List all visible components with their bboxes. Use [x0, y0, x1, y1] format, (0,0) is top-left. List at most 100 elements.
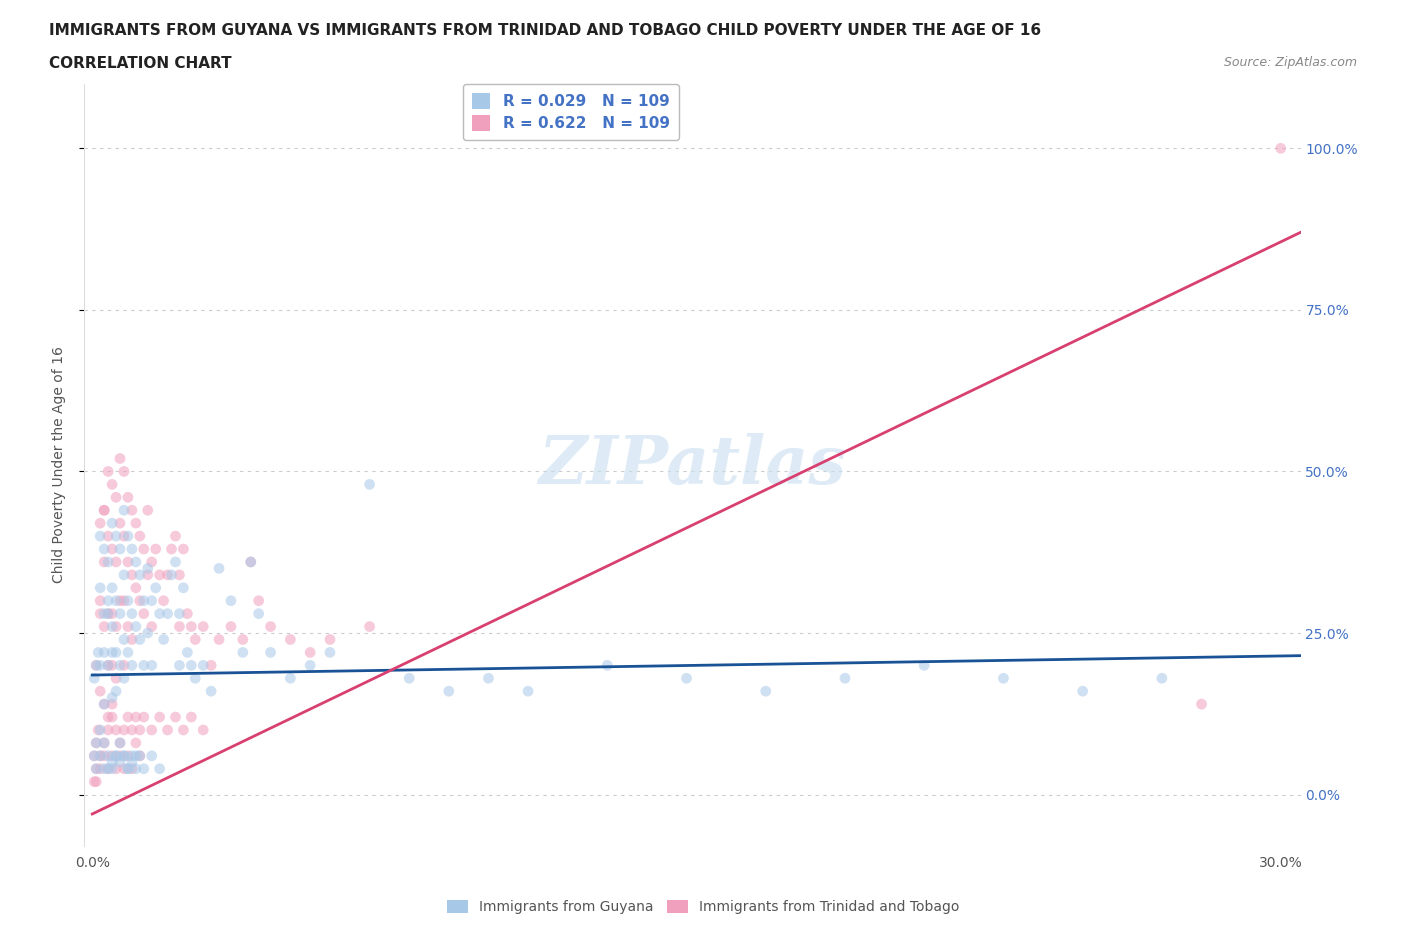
Point	[359, 477, 381, 492]
Point	[112, 593, 135, 608]
Point	[149, 567, 172, 582]
Point	[128, 593, 150, 608]
Point	[83, 775, 105, 790]
Point	[112, 632, 135, 647]
Point	[200, 684, 222, 698]
Point	[125, 516, 148, 531]
Point	[136, 567, 159, 582]
Point	[117, 593, 139, 608]
Point	[108, 593, 131, 608]
Point	[89, 580, 111, 595]
Point	[105, 671, 128, 685]
Point	[97, 762, 120, 777]
Point	[105, 762, 128, 777]
Point	[121, 755, 143, 770]
Point	[149, 606, 172, 621]
Point	[101, 477, 124, 492]
Point	[121, 632, 143, 647]
Point	[112, 464, 135, 479]
Point	[128, 632, 150, 647]
Point	[141, 658, 163, 672]
Point	[1071, 684, 1094, 698]
Point	[112, 749, 135, 764]
Point	[112, 658, 135, 672]
Point	[125, 619, 148, 634]
Point	[160, 567, 183, 582]
Point	[89, 593, 111, 608]
Point	[121, 723, 143, 737]
Legend: Immigrants from Guyana, Immigrants from Trinidad and Tobago: Immigrants from Guyana, Immigrants from …	[443, 897, 963, 919]
Point	[193, 619, 215, 634]
Point	[112, 762, 135, 777]
Point	[89, 516, 111, 531]
Y-axis label: Child Poverty Under the Age of 16: Child Poverty Under the Age of 16	[52, 347, 66, 583]
Point	[125, 710, 148, 724]
Point	[125, 749, 148, 764]
Point	[141, 749, 163, 764]
Point	[156, 723, 179, 737]
Point	[359, 619, 381, 634]
Point	[101, 516, 124, 531]
Point	[834, 671, 856, 685]
Point	[180, 619, 202, 634]
Point	[117, 490, 139, 505]
Point	[105, 684, 128, 698]
Point	[112, 567, 135, 582]
Point	[141, 593, 163, 608]
Point	[180, 658, 202, 672]
Point	[1150, 671, 1173, 685]
Point	[108, 736, 131, 751]
Point	[169, 606, 191, 621]
Point	[89, 749, 111, 764]
Point	[125, 736, 148, 751]
Point	[84, 775, 107, 790]
Point	[101, 697, 124, 711]
Point	[93, 736, 115, 751]
Point	[93, 503, 115, 518]
Point	[93, 697, 115, 711]
Point	[112, 503, 135, 518]
Point	[121, 658, 143, 672]
Point	[675, 671, 697, 685]
Point	[180, 710, 202, 724]
Point	[176, 645, 198, 660]
Point	[97, 606, 120, 621]
Point	[247, 606, 270, 621]
Point	[125, 554, 148, 569]
Point	[93, 541, 115, 556]
Point	[136, 561, 159, 576]
Point	[247, 593, 270, 608]
Point	[149, 762, 172, 777]
Text: ZIPatlas: ZIPatlas	[538, 432, 846, 498]
Point	[97, 710, 120, 724]
Point	[121, 762, 143, 777]
Point	[208, 561, 231, 576]
Point	[105, 593, 128, 608]
Point	[169, 567, 191, 582]
Point	[156, 567, 179, 582]
Legend: R = 0.029   N = 109, R = 0.622   N = 109: R = 0.029 N = 109, R = 0.622 N = 109	[463, 84, 679, 140]
Point	[121, 749, 143, 764]
Point	[93, 762, 115, 777]
Point	[165, 710, 187, 724]
Point	[121, 503, 143, 518]
Point	[184, 632, 207, 647]
Point	[319, 645, 342, 660]
Point	[84, 658, 107, 672]
Point	[97, 762, 120, 777]
Point	[89, 658, 111, 672]
Point	[596, 658, 619, 672]
Point	[108, 451, 131, 466]
Point	[83, 749, 105, 764]
Point	[1191, 697, 1213, 711]
Point	[105, 619, 128, 634]
Point	[105, 723, 128, 737]
Point	[169, 619, 191, 634]
Point	[108, 658, 131, 672]
Point	[83, 749, 105, 764]
Point	[117, 710, 139, 724]
Point	[125, 580, 148, 595]
Point	[83, 671, 105, 685]
Point	[105, 554, 128, 569]
Point	[193, 723, 215, 737]
